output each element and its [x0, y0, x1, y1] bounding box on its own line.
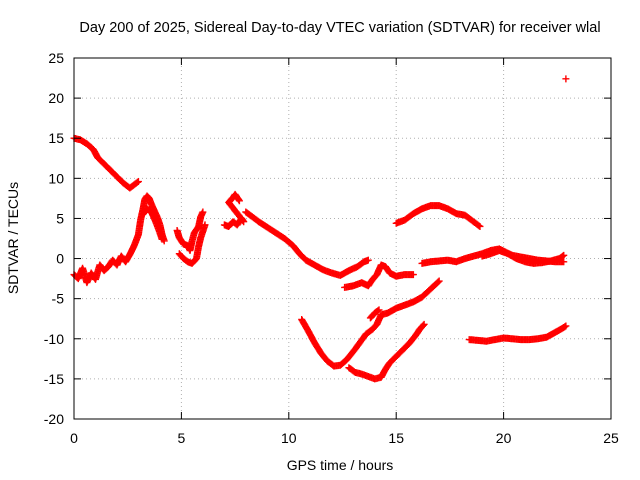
data-point — [435, 277, 443, 285]
series-arc-7 — [242, 208, 372, 279]
data-point — [560, 251, 568, 259]
y-tick-label: 0 — [56, 251, 64, 267]
x-tick-label: 15 — [388, 430, 404, 446]
series-arc-4 — [173, 208, 207, 254]
data-point — [375, 306, 383, 314]
data-point — [434, 278, 442, 286]
x-tick-label: 5 — [178, 430, 186, 446]
data-point — [235, 197, 243, 205]
series-arc-8 — [341, 261, 417, 291]
data-point — [409, 271, 417, 279]
y-tick-label: 25 — [48, 50, 64, 66]
data-point — [158, 235, 166, 243]
y-tick-label: -5 — [52, 291, 65, 307]
y-axis-label: SDTVAR / TECUs — [5, 182, 21, 294]
data-point — [560, 258, 568, 266]
series-arc-6 — [220, 190, 248, 230]
x-tick-label: 10 — [281, 430, 297, 446]
data-point — [201, 221, 209, 229]
data-point — [562, 75, 570, 83]
series-arc-14 — [478, 247, 568, 267]
y-tick-label: -20 — [44, 411, 64, 427]
data-point — [133, 178, 141, 186]
series-arc-5 — [175, 221, 209, 267]
data-point — [199, 208, 207, 216]
y-tick-label: 5 — [56, 210, 64, 226]
x-tick-label: 20 — [496, 430, 512, 446]
data-point — [559, 252, 567, 260]
y-tick-label: 20 — [48, 90, 64, 106]
data-point — [562, 322, 570, 330]
y-tick-label: -10 — [44, 331, 64, 347]
data-point — [374, 307, 382, 315]
plot-frame — [73, 57, 612, 420]
chart-title: Day 200 of 2025, Sidereal Day-to-day VTE… — [79, 20, 600, 36]
series-arc-3 — [139, 205, 166, 243]
x-tick-label: 25 — [603, 430, 619, 446]
series-outlier — [562, 75, 570, 83]
data-point — [134, 178, 142, 186]
data-point — [475, 222, 483, 230]
data-point — [561, 323, 569, 331]
y-tick-label: -15 — [44, 371, 64, 387]
series-arc-2 — [70, 192, 168, 287]
data-points — [70, 75, 570, 383]
series-arc-15 — [465, 322, 570, 345]
series-arc-1 — [70, 134, 142, 192]
y-tick-label: 15 — [48, 130, 64, 146]
series-arc-10 — [298, 277, 443, 370]
y-tick-label: 10 — [48, 170, 64, 186]
series-arc-9 — [392, 202, 484, 230]
axis-ticks: 0 5 10 15 20 25 -20 -15 -10 -5 0 5 10 15 20 25 — [44, 50, 619, 446]
series-arc-11 — [345, 320, 428, 383]
data-point — [420, 320, 428, 328]
x-tick-label: 0 — [70, 430, 78, 446]
data-point — [419, 321, 427, 329]
data-point — [476, 222, 484, 230]
grid-lines — [74, 58, 611, 419]
x-axis-label: GPS time / hours — [287, 457, 394, 473]
data-point — [364, 256, 372, 264]
series-arc-12 — [366, 306, 383, 322]
